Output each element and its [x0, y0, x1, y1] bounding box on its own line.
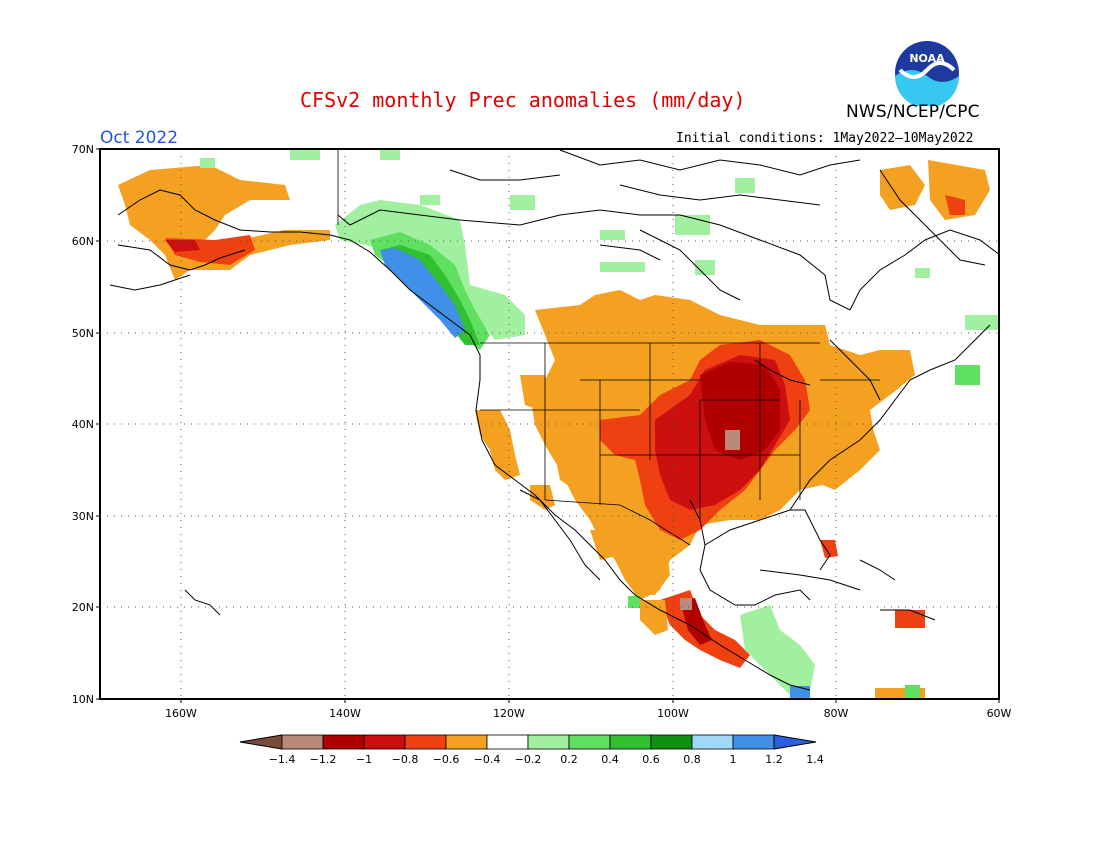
lon-label: 100W	[657, 707, 689, 720]
lat-label: 10N	[72, 693, 94, 706]
colorbar-swatch	[363, 734, 406, 750]
y-tick-marks	[96, 148, 100, 700]
initial-conditions-label: Initial conditions: 1May2022–10May2022	[676, 131, 974, 146]
colorbar-tick-label: 0.8	[683, 753, 701, 766]
gridlines	[100, 149, 999, 699]
canada-wet-patch	[600, 262, 645, 272]
canada-wet-patch	[420, 195, 440, 205]
colorbar-swatch	[527, 734, 570, 750]
lat-label: 70N	[72, 143, 94, 156]
colorbar-tick-label: 1.4	[806, 753, 824, 766]
caribbean-dry	[875, 688, 925, 699]
east-us-dry	[805, 420, 880, 490]
colorbar-swatch	[281, 734, 324, 750]
s-mexico-brown	[680, 598, 692, 610]
mexico-wet	[628, 596, 640, 608]
caribbean-dry	[895, 610, 925, 628]
x-tick-marks	[180, 699, 1000, 703]
lon-label: 60W	[987, 707, 1012, 720]
nw-canada-dry	[880, 165, 925, 210]
y-tick-labels: 70N 60N 50N 40N 30N 20N 10N	[72, 143, 94, 706]
greenland-dry-strong	[945, 195, 965, 215]
alaska-dry-region	[118, 165, 330, 280]
noaa-logo-text: NOAA	[909, 52, 945, 65]
colorbar-swatch	[609, 734, 652, 750]
colorbar-swatch	[404, 734, 447, 750]
lon-label: 140W	[329, 707, 361, 720]
colorbar-tick-label: −0.8	[392, 753, 419, 766]
lat-label: 60N	[72, 235, 94, 248]
colorbar-swatch	[650, 734, 693, 750]
canada-wet-patch	[955, 365, 980, 385]
s-mexico-dry-light	[640, 600, 668, 635]
colorbar-tick-label: −0.2	[515, 753, 542, 766]
central-na-brown	[725, 430, 740, 450]
west-us-dry	[475, 410, 520, 480]
colorbar-tick-label: −1.4	[269, 753, 296, 766]
colorbar-tick-label: 0.2	[560, 753, 578, 766]
canada-wet-patch	[200, 158, 215, 168]
lon-label: 160W	[165, 707, 197, 720]
lat-label: 40N	[72, 418, 94, 431]
political-borders	[337, 150, 880, 546]
greenland-dry	[928, 160, 990, 220]
colorbar-swatch	[732, 734, 775, 750]
canada-wet-patch	[290, 150, 320, 160]
canada-wet-patch	[735, 178, 755, 193]
anomaly-field	[118, 150, 999, 699]
lat-label: 30N	[72, 510, 94, 523]
mexico-dry	[590, 530, 620, 560]
colorbar-swatch	[486, 734, 529, 750]
colorbar-tick-label: 1	[730, 753, 737, 766]
lon-label: 80W	[824, 707, 849, 720]
canada-wet-patch	[380, 150, 400, 160]
agency-label: NWS/NCEP/CPC	[846, 102, 980, 122]
west-us-dry	[520, 375, 550, 410]
canada-wet-patch	[915, 268, 930, 278]
colorbar-tick-label: −1	[356, 753, 372, 766]
colorbar-right-arrow	[773, 734, 817, 750]
coastlines	[109, 149, 999, 691]
colorbar-tick-label: −1.2	[310, 753, 337, 766]
x-tick-labels: 160W 140W 120W 100W 80W 60W	[165, 707, 1011, 720]
canada-wet-patch	[695, 260, 715, 275]
caribbean-wet	[905, 685, 920, 699]
colorbar-tick-label: 1.2	[765, 753, 783, 766]
colorbar-tick-label: −0.6	[433, 753, 460, 766]
lat-label: 20N	[72, 601, 94, 614]
colorbar-left-arrow	[239, 734, 283, 750]
alaska-dry-xstrong	[165, 240, 200, 252]
colorbar-swatch	[691, 734, 734, 750]
colorbar-swatch	[322, 734, 365, 750]
chart-title: CFSv2 monthly Prec anomalies (mm/day)	[300, 88, 746, 112]
noaa-logo: NOAA	[894, 40, 960, 108]
canada-wet-patch	[600, 230, 625, 240]
colorbar-tick-label: 0.6	[642, 753, 660, 766]
c-america-wet	[740, 605, 815, 695]
valid-month-label: Oct 2022	[100, 128, 179, 148]
colorbar-swatch	[445, 734, 488, 750]
mexico-dry	[625, 535, 670, 595]
noaa-logo-icon: NOAA	[895, 41, 959, 108]
canada-wet-patch	[510, 195, 535, 210]
colorbar: −1.4 −1.2 −1 −0.8 −0.6 −0.4 −0.2 0.2 0.4 0.6 0.8 1 1…	[239, 734, 824, 766]
colorbar-tick-label: −0.4	[474, 753, 501, 766]
canada-wet-patch	[965, 315, 999, 330]
florida-dry	[820, 540, 838, 558]
southwest-dry	[555, 455, 590, 490]
colorbar-swatch	[568, 734, 611, 750]
baja-dry	[530, 485, 555, 510]
lon-label: 120W	[493, 707, 525, 720]
lat-label: 50N	[72, 327, 94, 340]
colorbar-tick-label: 0.4	[601, 753, 619, 766]
